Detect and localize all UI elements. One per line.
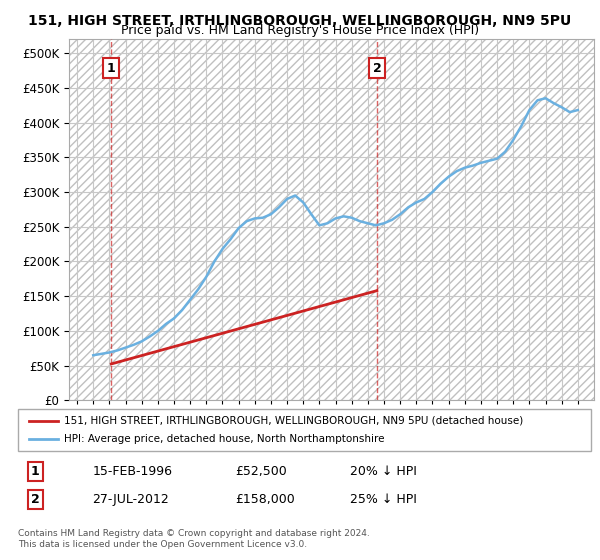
Text: 2: 2 (31, 493, 40, 506)
Text: 27-JUL-2012: 27-JUL-2012 (92, 493, 169, 506)
Text: 1: 1 (31, 465, 40, 478)
Text: 2: 2 (373, 62, 381, 74)
Text: Contains HM Land Registry data © Crown copyright and database right 2024.
This d: Contains HM Land Registry data © Crown c… (18, 529, 370, 549)
Text: 25% ↓ HPI: 25% ↓ HPI (350, 493, 417, 506)
Text: 1: 1 (107, 62, 116, 74)
Text: HPI: Average price, detached house, North Northamptonshire: HPI: Average price, detached house, Nort… (64, 434, 385, 444)
FancyBboxPatch shape (18, 409, 591, 451)
Text: 20% ↓ HPI: 20% ↓ HPI (350, 465, 417, 478)
Text: £158,000: £158,000 (236, 493, 295, 506)
Text: 151, HIGH STREET, IRTHLINGBOROUGH, WELLINGBOROUGH, NN9 5PU: 151, HIGH STREET, IRTHLINGBOROUGH, WELLI… (28, 14, 572, 28)
Text: Price paid vs. HM Land Registry's House Price Index (HPI): Price paid vs. HM Land Registry's House … (121, 24, 479, 37)
Text: 15-FEB-1996: 15-FEB-1996 (92, 465, 172, 478)
Text: £52,500: £52,500 (236, 465, 287, 478)
Text: 151, HIGH STREET, IRTHLINGBOROUGH, WELLINGBOROUGH, NN9 5PU (detached house): 151, HIGH STREET, IRTHLINGBOROUGH, WELLI… (64, 416, 523, 426)
